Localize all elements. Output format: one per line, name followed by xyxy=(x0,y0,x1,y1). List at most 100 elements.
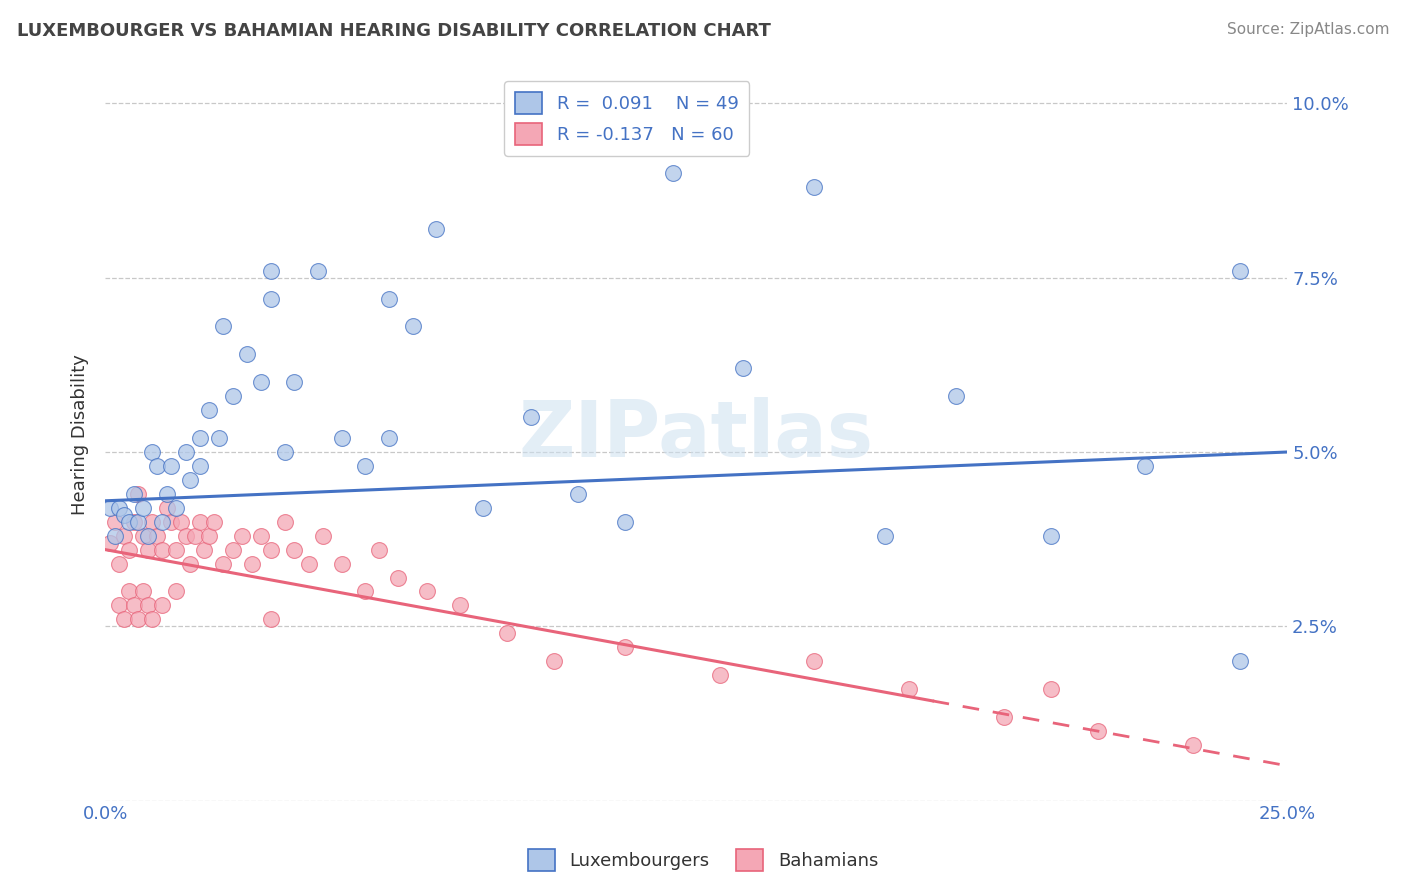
Point xyxy=(127,487,149,501)
Point xyxy=(1039,529,1062,543)
Point xyxy=(387,570,409,584)
Point xyxy=(274,515,297,529)
Point xyxy=(231,529,253,543)
Point xyxy=(174,445,197,459)
Point xyxy=(993,710,1015,724)
Point xyxy=(198,529,221,543)
Point xyxy=(875,529,897,543)
Point xyxy=(122,487,145,501)
Point xyxy=(274,445,297,459)
Point xyxy=(260,263,283,277)
Point xyxy=(1087,723,1109,738)
Point xyxy=(312,529,335,543)
Point xyxy=(136,529,159,543)
Text: ZIPatlas: ZIPatlas xyxy=(519,397,873,473)
Point xyxy=(283,376,305,390)
Point xyxy=(146,529,169,543)
Point xyxy=(240,557,263,571)
Point xyxy=(198,403,221,417)
Point xyxy=(118,515,141,529)
Point xyxy=(472,500,495,515)
Point xyxy=(330,557,353,571)
Point xyxy=(165,500,187,515)
Point xyxy=(733,361,755,376)
Point xyxy=(165,542,187,557)
Point xyxy=(184,529,207,543)
Point xyxy=(122,599,145,613)
Point xyxy=(179,473,201,487)
Point xyxy=(661,166,683,180)
Point xyxy=(165,584,187,599)
Point xyxy=(132,529,155,543)
Point xyxy=(368,542,391,557)
Point xyxy=(1229,654,1251,668)
Point xyxy=(1229,263,1251,277)
Point xyxy=(150,515,173,529)
Point xyxy=(104,529,127,543)
Point xyxy=(803,180,825,194)
Point xyxy=(1135,458,1157,473)
Point xyxy=(188,458,211,473)
Point xyxy=(250,376,273,390)
Point xyxy=(141,612,163,626)
Point xyxy=(543,654,565,668)
Point xyxy=(212,557,235,571)
Point xyxy=(425,222,447,236)
Point xyxy=(108,557,131,571)
Point xyxy=(132,584,155,599)
Point xyxy=(415,584,437,599)
Point xyxy=(170,515,193,529)
Point xyxy=(260,612,283,626)
Point xyxy=(212,319,235,334)
Point xyxy=(156,500,179,515)
Point xyxy=(1039,681,1062,696)
Point xyxy=(156,487,179,501)
Point xyxy=(614,515,637,529)
Point xyxy=(118,542,141,557)
Point xyxy=(614,640,637,655)
Point xyxy=(260,542,283,557)
Point xyxy=(160,458,183,473)
Text: Source: ZipAtlas.com: Source: ZipAtlas.com xyxy=(1226,22,1389,37)
Point xyxy=(250,529,273,543)
Point xyxy=(202,515,225,529)
Point xyxy=(236,347,259,361)
Point xyxy=(897,681,920,696)
Point xyxy=(496,626,519,640)
Point xyxy=(519,410,541,425)
Point xyxy=(141,445,163,459)
Point xyxy=(118,584,141,599)
Y-axis label: Hearing Disability: Hearing Disability xyxy=(72,354,89,515)
Point xyxy=(222,389,245,403)
Legend: R =  0.091    N = 49, R = -0.137   N = 60: R = 0.091 N = 49, R = -0.137 N = 60 xyxy=(505,81,749,156)
Point xyxy=(174,529,197,543)
Point xyxy=(136,542,159,557)
Point xyxy=(127,515,149,529)
Point xyxy=(378,292,401,306)
Point xyxy=(330,431,353,445)
Point xyxy=(188,431,211,445)
Point xyxy=(1181,738,1204,752)
Point xyxy=(803,654,825,668)
Point xyxy=(112,612,135,626)
Point xyxy=(160,515,183,529)
Point xyxy=(449,599,471,613)
Point xyxy=(709,668,731,682)
Point xyxy=(112,508,135,522)
Point xyxy=(378,431,401,445)
Point xyxy=(307,263,329,277)
Point xyxy=(122,515,145,529)
Point xyxy=(260,292,283,306)
Point xyxy=(98,500,121,515)
Point xyxy=(179,557,201,571)
Point xyxy=(146,458,169,473)
Legend: Luxembourgers, Bahamians: Luxembourgers, Bahamians xyxy=(520,842,886,879)
Point xyxy=(567,487,589,501)
Point xyxy=(98,535,121,549)
Point xyxy=(354,458,377,473)
Point xyxy=(150,542,173,557)
Point xyxy=(112,529,135,543)
Point xyxy=(104,515,127,529)
Point xyxy=(188,515,211,529)
Point xyxy=(108,500,131,515)
